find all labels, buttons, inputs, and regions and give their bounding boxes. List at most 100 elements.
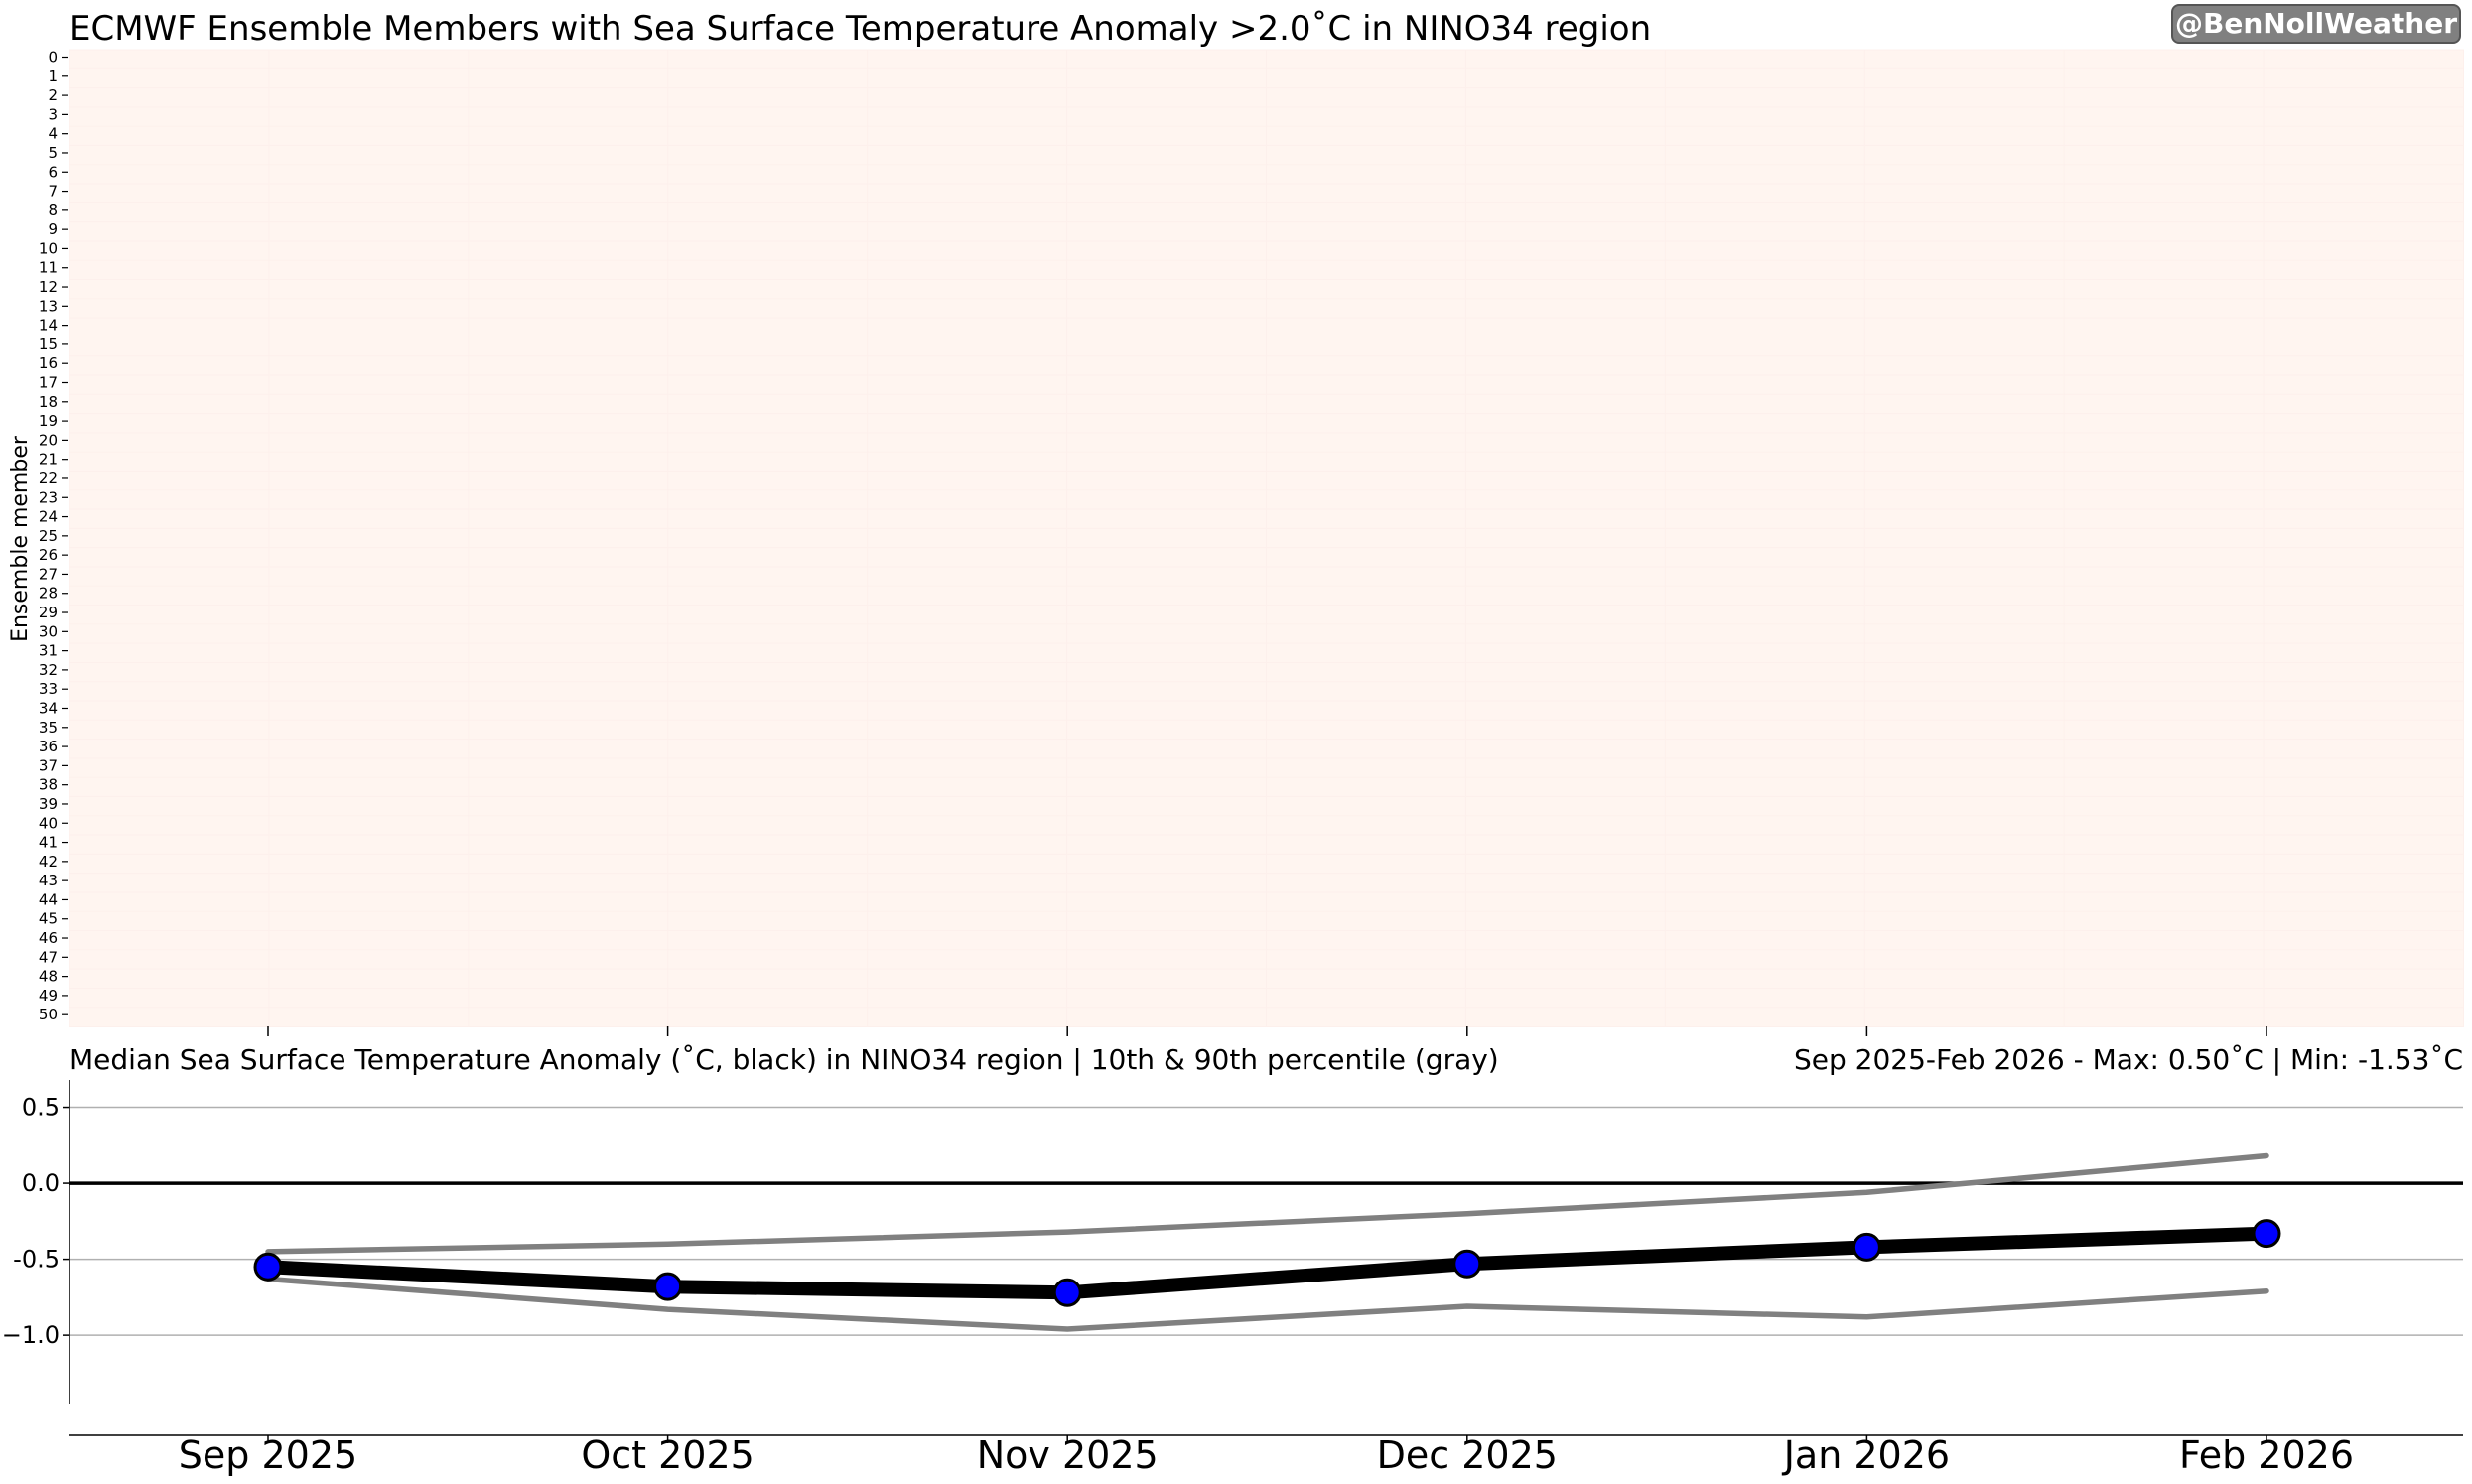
heatmap-cell [468,681,669,703]
heatmap-cell [1464,853,1667,875]
heatmap-cell [2063,873,2266,893]
heatmap-cell [1863,642,2066,664]
heatmap-cell [867,719,1068,741]
heatmap-cell [468,1007,669,1028]
median-point [1052,1278,1082,1307]
heatmap-cell [1863,374,2066,396]
heatmap-cell [2263,221,2465,242]
heatmap-cell [69,930,270,951]
heatmap-cell [69,739,270,759]
heatmap-cell [867,910,1068,932]
heatmap-cell [468,910,669,932]
heatmap-cell [1266,566,1467,588]
line-chart-title: Median Sea Surface Temperature Anomaly (… [69,1043,1499,1076]
heatmap-cell [2263,259,2465,281]
heatmap-cell [1464,125,1667,147]
heatmap-cell [667,87,869,108]
heatmap-y-tick-label: 0 [48,49,58,67]
heatmap-cell [2063,125,2266,147]
heatmap-cell [468,87,669,108]
heatmap-cell [69,853,270,875]
heatmap-cell [1664,489,1866,511]
heatmap-cell [1863,259,2066,281]
heatmap-cell [468,719,669,741]
heatmap-y-tick-label: 25 [39,527,58,545]
heatmap-cell [1066,336,1268,357]
heatmap-cell [468,298,669,320]
heatmap-cell [268,910,470,932]
heatmap-cell [667,317,869,338]
heatmap-cell [1863,317,2066,338]
heatmap-cell [468,336,669,357]
heatmap-y-tick-label: 12 [39,278,58,296]
heatmap-cell [268,968,470,990]
heatmap-cell [1464,547,1667,568]
heatmap-cell [867,87,1068,108]
heatmap-cell [468,968,669,990]
heatmap-cell [1464,585,1667,607]
heatmap-cell [2063,776,2266,798]
heatmap-cell [2063,642,2266,664]
heatmap-y-tick-label: 22 [39,470,58,487]
heatmap-cell [867,393,1068,415]
heatmap-y-tick-label: 41 [39,834,58,852]
heatmap-cell [1066,547,1268,568]
heatmap-cell [1066,489,1268,511]
heatmap-cell [667,719,869,741]
heatmap-cell [1863,355,2066,376]
heatmap-cell [1464,873,1667,893]
heatmap-cell [1664,451,1866,472]
heatmap-cell [1863,930,2066,951]
heatmap-cell [268,661,470,683]
heatmap-cell [1863,106,2066,128]
heatmap-cell [1863,67,2066,89]
heatmap-y-tick-label: 23 [39,488,58,506]
heatmap-cell [667,336,869,357]
heatmap-cell [1464,508,1667,530]
heatmap-cell [867,508,1068,530]
heatmap-cell [667,1007,869,1028]
heatmap-cell [1863,470,2066,491]
heatmap-cell [1266,815,1467,837]
heatmap-cell [1464,317,1667,338]
heatmap-cell [69,508,270,530]
heatmap-cell [69,240,270,262]
heatmap-cell [2263,930,2465,951]
heatmap-cell [1066,279,1268,300]
heatmap-cell [468,221,669,242]
heatmap-cell [69,642,270,664]
heatmap-cell [867,49,1068,70]
heatmap-cell [667,547,869,568]
heatmap-cell [667,240,869,262]
heatmap-cell [1266,489,1467,511]
heatmap-cell [1066,470,1268,491]
heatmap-cell [867,834,1068,856]
heatmap-cell [69,891,270,913]
p10-series-line [265,1276,2269,1332]
heatmap-cell [867,891,1068,913]
heatmap-cell [468,489,669,511]
line-chart-series [253,1152,2281,1332]
y-tick-label: −1.0 [2,1321,60,1349]
heatmap-cell [2263,451,2465,472]
heatmap-cell [1266,776,1467,798]
heatmap-cell [1066,930,1268,951]
heatmap-cell [1266,834,1467,856]
heatmap-cell [667,834,869,856]
heatmap-cell [1266,547,1467,568]
heatmap-cell [2063,853,2266,875]
heatmap-cell [268,393,470,415]
heatmap-cell [2063,259,2266,281]
median-point [1852,1232,1881,1262]
heatmap-cell [2063,739,2266,759]
heatmap-cell [1266,891,1467,913]
heatmap-cell [1266,795,1467,817]
heatmap-y-tick-label: 8 [48,202,58,219]
heatmap-cell [2263,757,2465,779]
heatmap-cell [268,795,470,817]
heatmap-cell [2263,661,2465,683]
heatmap-cell [1863,700,2066,722]
heatmap-cell [1066,719,1268,741]
heatmap-cell [69,317,270,338]
heatmap-cell [69,183,270,204]
